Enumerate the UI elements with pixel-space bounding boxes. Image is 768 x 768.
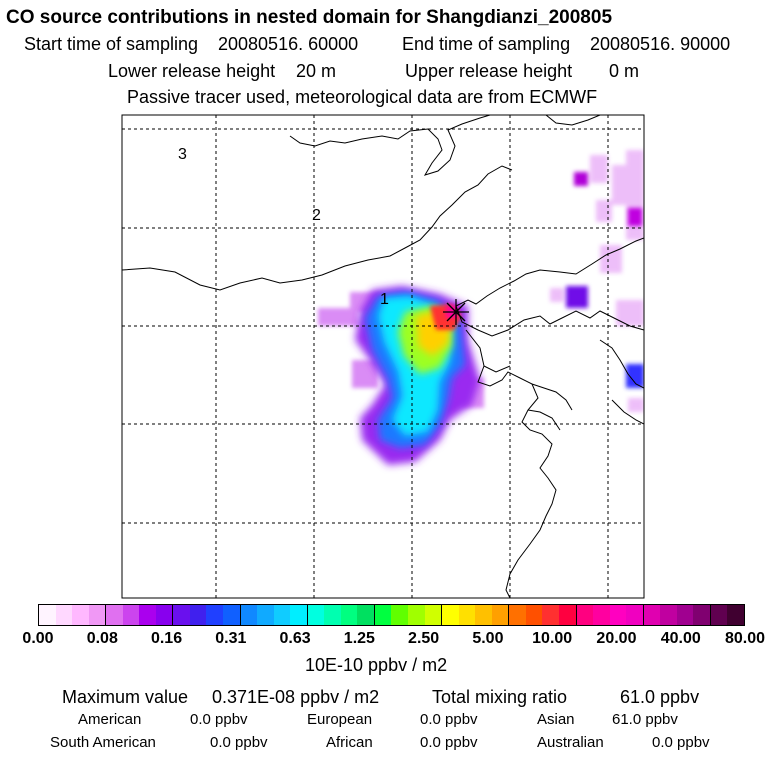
region-asian-label: Asian	[537, 711, 575, 728]
colorbar-swatch	[39, 605, 56, 625]
tracer-note: Passive tracer used, meteorological data…	[127, 87, 598, 107]
region-australian-value: 0.0 ppbv	[652, 734, 710, 751]
colorbar	[38, 604, 745, 626]
colorbar-tick-label: 20.00	[596, 630, 637, 647]
start-time-label: Start time of sampling	[24, 34, 199, 54]
region-african-value: 0.0 ppbv	[420, 734, 478, 751]
region-south-american-label: South American	[50, 734, 156, 751]
colorbar-tick-label: 0.31	[215, 630, 247, 647]
map-label-3: 3	[178, 146, 187, 163]
colorbar-swatch	[340, 605, 358, 625]
map-frame	[121, 114, 645, 599]
region-american-label: American	[78, 711, 142, 728]
region-european-label: European	[307, 711, 373, 728]
colorbar-swatch	[72, 605, 89, 625]
end-time-label: End time of sampling	[402, 34, 571, 54]
colorbar-swatch	[693, 605, 711, 625]
upper-release-value: 0 m	[609, 61, 640, 81]
colorbar-swatch	[475, 605, 492, 625]
lower-release-label: Lower release height	[108, 61, 276, 81]
colorbar-swatch	[509, 605, 526, 625]
colorbar-tick-label: 80.00	[724, 630, 766, 647]
max-value-label: Maximum value	[62, 687, 189, 707]
colorbar-swatch	[106, 605, 123, 625]
colorbar-swatch	[593, 605, 610, 625]
colorbar-swatch	[122, 605, 140, 625]
colorbar-swatch	[173, 605, 190, 625]
start-time-value: 20080516. 60000	[218, 34, 359, 54]
colorbar-swatch	[408, 605, 425, 625]
colorbar-tick-label: 5.00	[472, 630, 504, 647]
region-australian-label: Australian	[537, 734, 604, 751]
colorbar-swatch	[290, 605, 308, 625]
colorbar-swatch	[458, 605, 476, 625]
coastlines	[122, 115, 644, 598]
region-american-value: 0.0 ppbv	[190, 711, 248, 728]
region-asian-value: 61.0 ppbv	[612, 711, 678, 728]
colorbar-tick-label: 0.08	[86, 630, 118, 647]
colorbar-swatch	[609, 605, 627, 625]
colorbar-swatch	[643, 605, 661, 625]
colorbar-swatch	[442, 605, 459, 625]
colorbar-swatch	[676, 605, 694, 625]
colorbar-tick-label: 2.50	[408, 630, 440, 647]
graticule	[122, 115, 644, 598]
colorbar-swatch	[710, 605, 728, 625]
max-value: 0.371E-08 ppbv / m2	[212, 687, 380, 707]
colorbar-swatch	[139, 605, 156, 625]
colorbar-tick-label: 0.16	[150, 630, 183, 647]
colorbar-unit: 10E-10 ppbv / m2	[305, 655, 448, 675]
region-south-american-value: 0.0 ppbv	[210, 734, 268, 751]
upper-release-label: Upper release height	[405, 61, 573, 81]
colorbar-swatch	[576, 605, 594, 625]
colorbar-tick-label: 10.00	[532, 630, 573, 647]
region-european-value: 0.0 ppbv	[420, 711, 478, 728]
colorbar-swatch	[660, 605, 677, 625]
map-label-1: 1	[380, 291, 389, 308]
total-mixing-label: Total mixing ratio	[432, 687, 568, 707]
lower-release-value: 20 m	[296, 61, 337, 81]
colorbar-swatch	[626, 605, 644, 625]
colorbar-tick-label: 0.00	[22, 630, 54, 647]
colorbar-swatch	[391, 605, 409, 625]
colorbar-tick-label: 1.25	[343, 630, 375, 647]
colorbar-swatch	[374, 605, 392, 625]
concentration-field	[318, 150, 644, 465]
colorbar-swatch	[155, 605, 174, 625]
colorbar-swatch	[558, 605, 577, 625]
colorbar-tick-label: 0.63	[279, 630, 311, 647]
end-time-value: 20080516. 90000	[590, 34, 731, 54]
colorbar-swatch	[88, 605, 107, 625]
total-mixing-value: 61.0 ppbv	[620, 687, 700, 707]
colorbar-swatch	[240, 605, 258, 625]
colorbar-swatch	[491, 605, 510, 625]
receptor-star-icon	[443, 299, 469, 325]
region-african-label: African	[326, 734, 373, 751]
colorbar-swatch	[206, 605, 224, 625]
colorbar-swatch	[542, 605, 559, 625]
colorbar-swatch	[727, 605, 744, 625]
colorbar-swatch	[273, 605, 291, 625]
colorbar-swatch	[257, 605, 274, 625]
colorbar-swatch	[189, 605, 207, 625]
colorbar-swatch	[424, 605, 443, 625]
plot-title: CO source contributions in nested domain…	[6, 7, 613, 28]
colorbar-swatch	[307, 605, 325, 625]
colorbar-swatch	[324, 605, 341, 625]
colorbar-tick-label: 40.00	[660, 630, 701, 647]
colorbar-swatch	[525, 605, 543, 625]
colorbar-swatch	[55, 605, 73, 625]
colorbar-swatch	[223, 605, 241, 625]
map-label-2: 2	[312, 207, 321, 224]
colorbar-swatch	[357, 605, 375, 625]
